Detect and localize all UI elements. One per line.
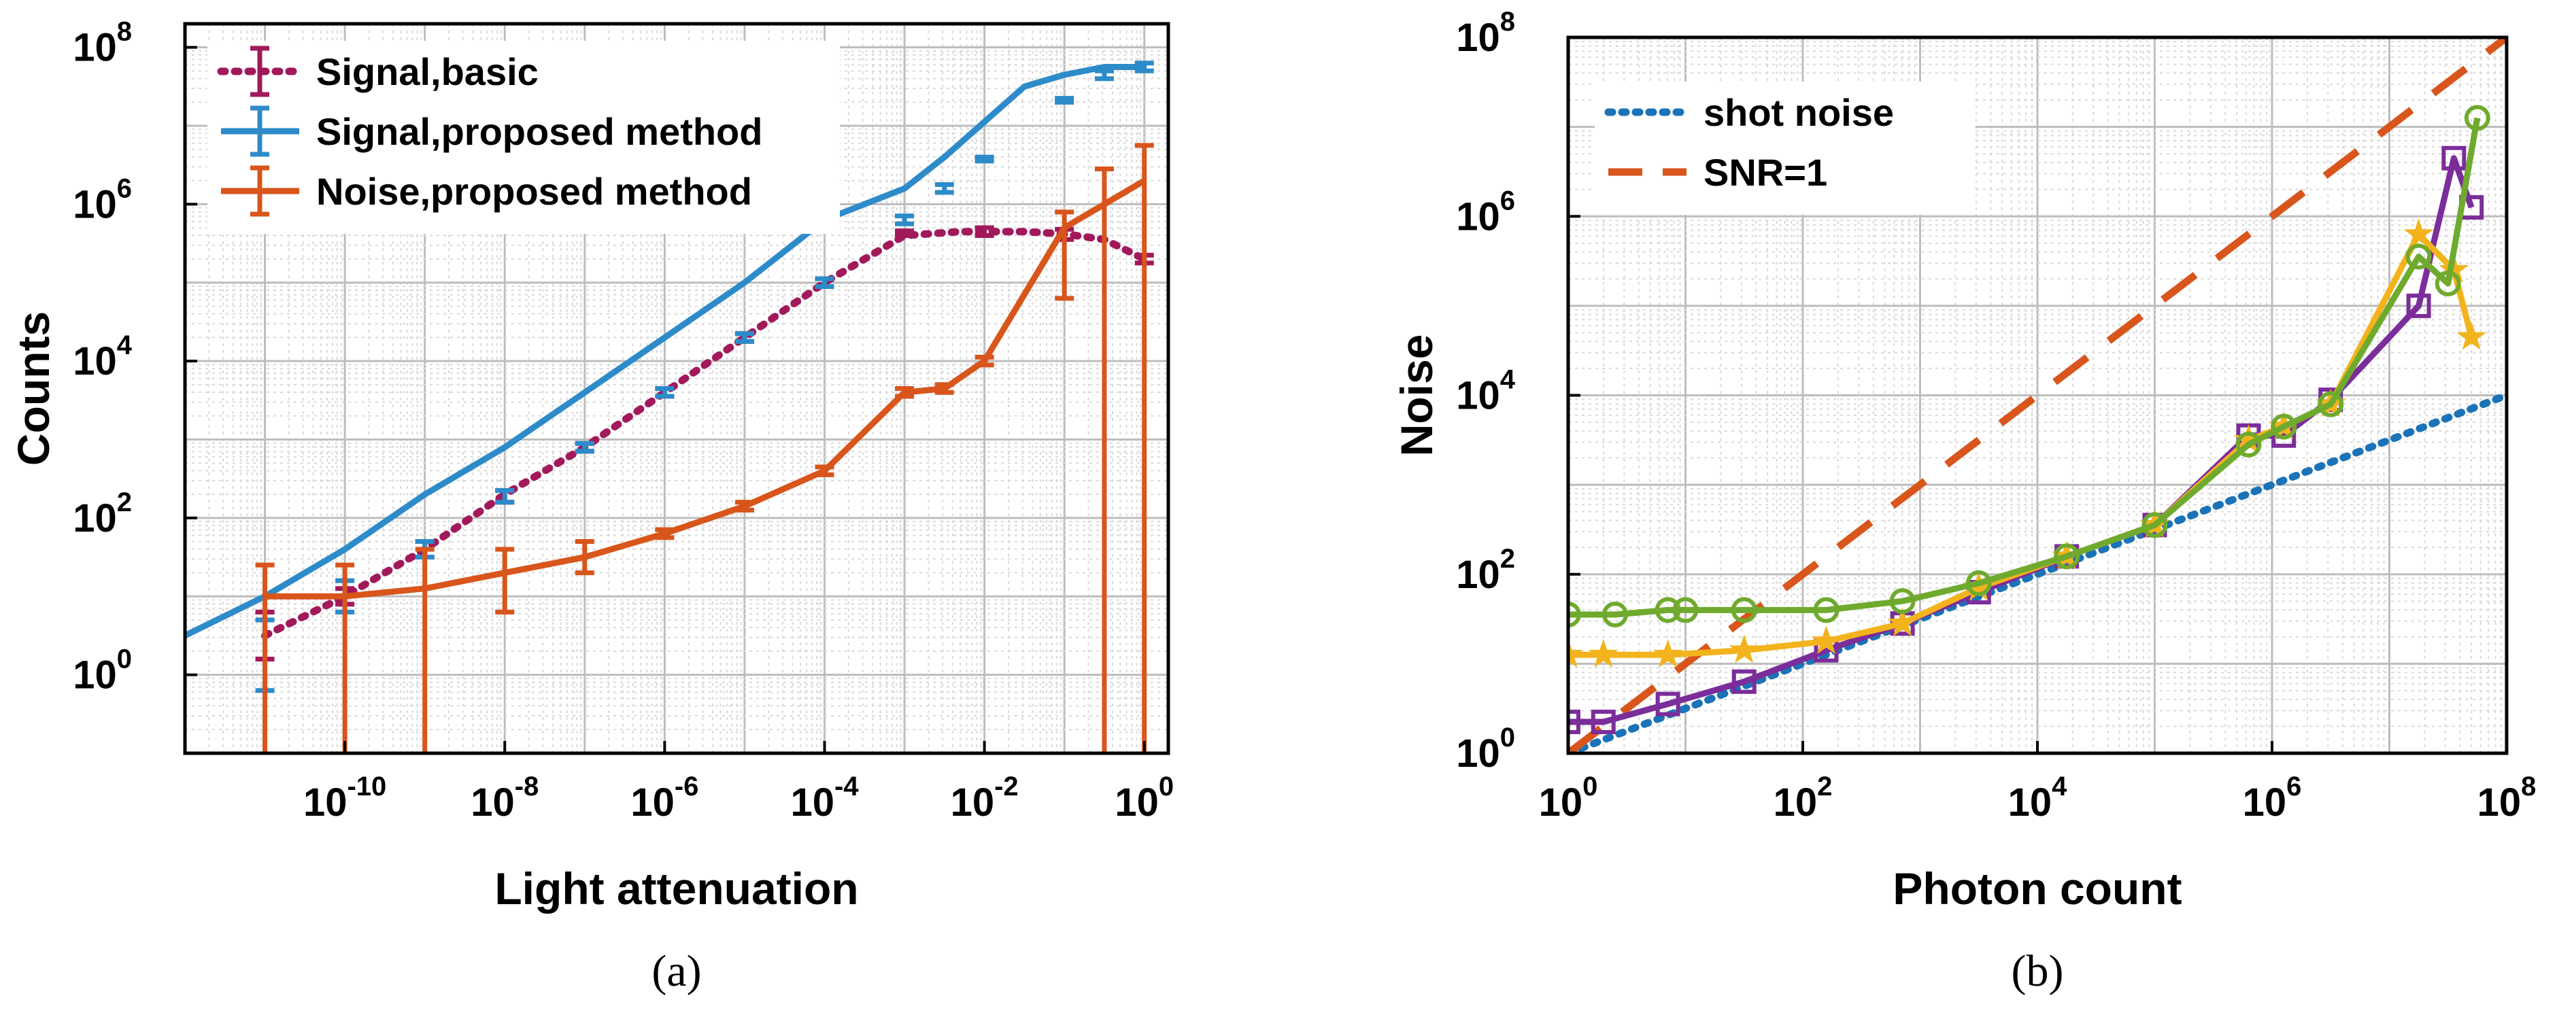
- data-point: [2318, 391, 2344, 417]
- data-point: [1731, 597, 1757, 623]
- series-noise-proposed-method: [255, 143, 1154, 753]
- legend: Signal,basic Signal,proposed method Noise,…: [207, 41, 840, 234]
- data-point: [1653, 639, 1683, 668]
- plot-area: [185, 61, 1154, 753]
- x-axis: 100 102 104 106 108: [1539, 741, 2537, 825]
- series-signal-proposed-method: [185, 61, 1154, 693]
- grid: [1568, 37, 2507, 753]
- data-point: [1655, 691, 1680, 717]
- y-tick-exponent: 8: [1500, 7, 1515, 37]
- y-tick-exponent: 2: [117, 487, 132, 517]
- legend-background: [1595, 82, 1976, 215]
- data-point: [2235, 431, 2262, 458]
- x-tick-exponent: 8: [2521, 772, 2536, 801]
- data-point: [1672, 597, 1699, 623]
- data-point: [1811, 625, 1842, 655]
- x-tick-exponent: -10: [347, 772, 386, 801]
- data-point: [2403, 218, 2434, 247]
- legend-item: Noise,proposed method: [221, 165, 752, 217]
- data-point: [1887, 608, 1918, 636]
- data-point: [1731, 669, 1757, 694]
- data-point: [1965, 570, 1992, 596]
- data-point: [2435, 270, 2461, 296]
- y-axis-label: Counts: [8, 311, 58, 466]
- data-point: [2464, 105, 2490, 131]
- series-shot-noise: [1568, 392, 2507, 753]
- x-tick-label: 10-2: [951, 772, 1019, 825]
- series-line: [1568, 392, 2507, 753]
- plot-area: [1568, 37, 2507, 753]
- series-line: [1568, 37, 2507, 753]
- legend-label: Noise,proposed method: [316, 170, 752, 213]
- data-point: [2441, 145, 2467, 171]
- data-point: [1591, 709, 1616, 734]
- panel-a: 10-10 10-8 10-6 10-4 10-2 100100102104106108L…: [8, 17, 1174, 996]
- axes-box: [183, 22, 1170, 755]
- data-point: [1568, 639, 1583, 668]
- series-line: [1568, 117, 2481, 618]
- legend-item: shot noise: [1604, 91, 1894, 134]
- y-tick-exponent: 4: [1500, 365, 1516, 395]
- data-point: [2271, 413, 2297, 440]
- series-series-green: [1568, 105, 2490, 627]
- legend-label: Signal,basic: [316, 50, 539, 93]
- series-snr-1: [1568, 37, 2507, 753]
- data-point: [1568, 601, 1581, 627]
- y-tick-exponent: 8: [117, 17, 132, 47]
- y-axis-label: Noise: [1391, 334, 1442, 457]
- legend-background: [207, 41, 840, 234]
- data-point: [1813, 597, 1840, 623]
- y-tick-label: 108: [73, 17, 132, 70]
- y-tick-exponent: 0: [117, 644, 132, 674]
- legend-label: Signal,proposed method: [316, 110, 762, 153]
- series-line: [185, 64, 1145, 638]
- data-point: [2141, 512, 2168, 538]
- legend: shot noise SNR=1: [1595, 82, 1976, 215]
- x-tick-exponent: 2: [1817, 772, 1832, 801]
- legend-item: SNR=1: [1608, 151, 1827, 194]
- series-line: [261, 228, 1149, 640]
- x-tick-exponent: -2: [994, 772, 1019, 801]
- x-tick-exponent: 4: [2052, 772, 2067, 801]
- x-tick-label: 108: [2477, 772, 2537, 825]
- legend-label: shot noise: [1704, 91, 1894, 134]
- data-point: [2054, 543, 2080, 570]
- panel-label: (a): [651, 946, 701, 996]
- data-point: [1655, 597, 1681, 623]
- series-line: [265, 177, 1146, 600]
- x-axis-label: Photon count: [1893, 863, 2182, 914]
- data-point: [1729, 634, 1759, 663]
- x-tick-label: 102: [1774, 772, 1833, 825]
- x-tick-exponent: -8: [515, 772, 539, 801]
- panel-label: (b): [2012, 946, 2064, 996]
- x-axis-label: Light attenuation: [494, 863, 858, 914]
- y-tick-exponent: 6: [117, 173, 132, 203]
- x-tick-exponent: -6: [675, 772, 699, 801]
- x-tick-exponent: 0: [1159, 772, 1174, 801]
- y-tick-exponent: 2: [1500, 544, 1515, 574]
- data-point: [1889, 588, 1916, 615]
- y-tick-exponent: 0: [1500, 723, 1515, 753]
- y-tick-label: 106: [73, 173, 132, 226]
- legend-item: Signal,basic: [217, 46, 539, 97]
- data-point: [2405, 243, 2432, 270]
- x-tick-exponent: 6: [2286, 772, 2301, 801]
- data-point: [1602, 601, 1628, 627]
- y-tick-exponent: 6: [1500, 186, 1515, 216]
- data-point: [1588, 639, 1619, 668]
- data-point: [1568, 709, 1580, 734]
- y-tick-exponent: 4: [117, 330, 133, 360]
- y-tick-label: 102: [73, 487, 132, 540]
- x-tick-exponent: 0: [1582, 772, 1597, 801]
- x-tick-exponent: -4: [834, 772, 859, 801]
- data-point: [2406, 293, 2431, 318]
- data-point: [2456, 321, 2487, 350]
- legend-label: SNR=1: [1704, 151, 1827, 194]
- x-axis: 10-10 10-8 10-6 10-4 10-2 100: [303, 741, 1174, 825]
- legend-item: Signal,proposed method: [221, 105, 762, 157]
